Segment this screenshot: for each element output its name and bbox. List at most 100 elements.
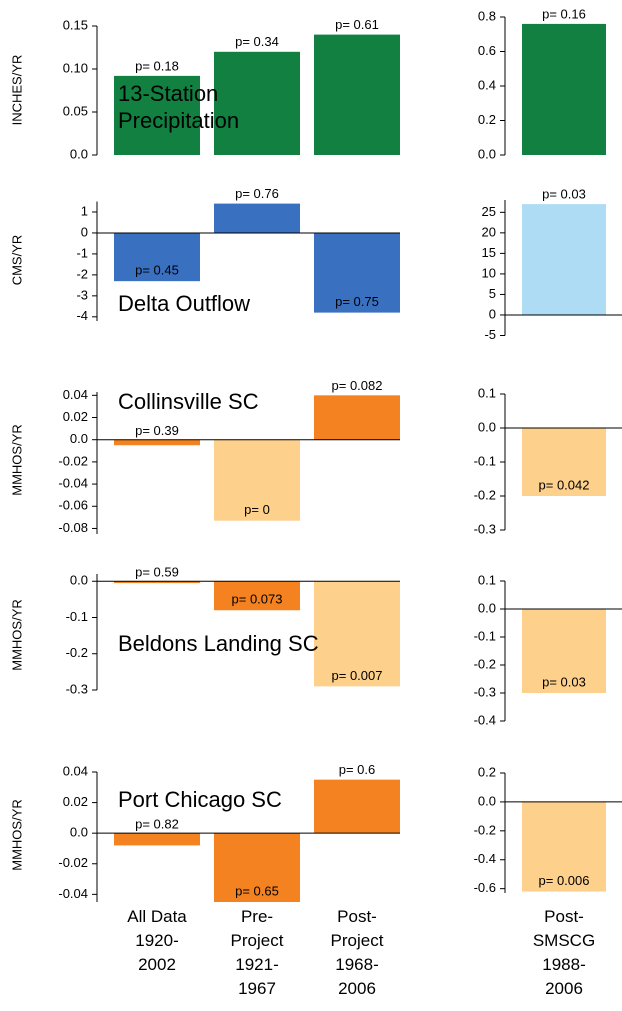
y-tick-label: 0.0 bbox=[478, 146, 496, 161]
bar bbox=[114, 581, 200, 584]
bar bbox=[114, 75, 200, 155]
y-tick-label: -0.3 bbox=[66, 681, 88, 696]
y-axis-label: INCHES/YR bbox=[9, 55, 24, 126]
p-value-label: p= 0.073 bbox=[232, 592, 283, 607]
panel-title: Beldons Landing SC bbox=[118, 631, 319, 656]
p-value-label: p= 0.45 bbox=[135, 263, 179, 278]
y-tick-label: -4 bbox=[76, 308, 88, 323]
p-value-label: p= 0.18 bbox=[135, 58, 179, 73]
p-value-label: p= 0.03 bbox=[542, 674, 586, 689]
y-tick-label: 0.1 bbox=[478, 572, 496, 587]
y-tick-label: 0.02 bbox=[63, 794, 88, 809]
p-value-label: p= 0.6 bbox=[339, 762, 376, 777]
x-tick-label: Post- Project 1968- 2006 bbox=[330, 907, 384, 998]
y-tick-label: 0.0 bbox=[478, 793, 496, 808]
y-tick-label: -3 bbox=[76, 287, 88, 302]
p-value-label: p= 0.82 bbox=[135, 817, 179, 832]
panel-title: Delta Outflow bbox=[118, 291, 251, 316]
y-tick-label: 0.10 bbox=[63, 60, 88, 75]
y-tick-label: 0.02 bbox=[63, 409, 88, 424]
bar bbox=[522, 204, 606, 315]
p-value-label: p= 0.007 bbox=[332, 668, 383, 683]
y-axis-label: MMHOS/YR bbox=[9, 424, 24, 496]
y-tick-label: -0.2 bbox=[66, 645, 88, 660]
bar bbox=[314, 779, 400, 834]
bar bbox=[314, 34, 400, 155]
y-tick-label: -0.3 bbox=[474, 684, 496, 699]
y-tick-label: 0.8 bbox=[478, 8, 496, 23]
bar bbox=[314, 232, 400, 313]
p-value-label: p= 0.006 bbox=[539, 873, 590, 888]
y-tick-label: 0.15 bbox=[63, 17, 88, 32]
y-tick-label: -0.2 bbox=[474, 656, 496, 671]
y-tick-label: -0.02 bbox=[58, 855, 88, 870]
bar bbox=[214, 439, 300, 521]
y-tick-label: -5 bbox=[484, 327, 496, 342]
p-value-label: p= 0.042 bbox=[539, 477, 590, 492]
y-tick-label: 0.0 bbox=[70, 146, 88, 161]
y-tick-label: 15 bbox=[482, 245, 496, 260]
y-tick-label: -0.6 bbox=[474, 880, 496, 895]
p-value-label: p= 0.03 bbox=[542, 187, 586, 202]
bar bbox=[522, 801, 606, 892]
y-axis-label: MMHOS/YR bbox=[9, 799, 24, 871]
panel-title: Collinsville SC bbox=[118, 389, 259, 414]
y-tick-label: 1 bbox=[81, 203, 88, 218]
y-tick-label: -0.4 bbox=[474, 851, 496, 866]
y-tick-label: 0.2 bbox=[478, 112, 496, 127]
y-tick-label: -0.2 bbox=[474, 487, 496, 502]
panel-title: Port Chicago SC bbox=[118, 787, 282, 812]
y-axis-label: MMHOS/YR bbox=[9, 599, 24, 671]
y-tick-label: 0 bbox=[489, 306, 496, 321]
y-tick-label: -0.06 bbox=[58, 498, 88, 513]
y-axis-label: CMS/YR bbox=[9, 235, 24, 286]
y-tick-label: -0.1 bbox=[66, 609, 88, 624]
y-tick-label: -0.04 bbox=[58, 886, 88, 901]
bar bbox=[214, 203, 300, 233]
y-tick-label: 0.0 bbox=[70, 431, 88, 446]
p-value-label: p= 0.39 bbox=[135, 423, 179, 438]
p-value-label: p= 0.75 bbox=[335, 294, 379, 309]
y-tick-label: 10 bbox=[482, 265, 496, 280]
y-tick-label: 0 bbox=[81, 224, 88, 239]
y-tick-label: -0.2 bbox=[474, 822, 496, 837]
p-value-label: p= 0.61 bbox=[335, 17, 379, 32]
y-tick-label: -0.02 bbox=[58, 453, 88, 468]
p-value-label: p= 0.34 bbox=[235, 34, 279, 49]
y-tick-label: 0.2 bbox=[478, 764, 496, 779]
y-tick-label: 0.4 bbox=[478, 77, 496, 92]
y-tick-label: 0.1 bbox=[478, 385, 496, 400]
y-tick-label: 20 bbox=[482, 224, 496, 239]
y-tick-label: 0.0 bbox=[70, 573, 88, 588]
y-tick-label: -0.3 bbox=[474, 521, 496, 536]
y-tick-label: -1 bbox=[76, 245, 88, 260]
bar bbox=[114, 833, 200, 846]
y-tick-label: 0.0 bbox=[478, 600, 496, 615]
p-value-label: p= 0.082 bbox=[332, 378, 383, 393]
y-tick-label: -2 bbox=[76, 266, 88, 281]
y-tick-label: 0.05 bbox=[63, 103, 88, 118]
bar bbox=[314, 395, 400, 440]
y-tick-label: 0.0 bbox=[70, 825, 88, 840]
y-tick-label: 0.6 bbox=[478, 43, 496, 58]
y-tick-label: 5 bbox=[489, 286, 496, 301]
p-value-label: p= 0.16 bbox=[542, 6, 586, 21]
y-tick-label: -0.08 bbox=[58, 520, 88, 535]
y-tick-label: -0.1 bbox=[474, 628, 496, 643]
panel-title: 13-Station Precipitation bbox=[118, 81, 240, 133]
y-tick-label: -0.4 bbox=[474, 712, 496, 727]
bar bbox=[214, 51, 300, 155]
bar bbox=[522, 428, 606, 496]
bar bbox=[522, 609, 606, 693]
y-tick-label: 0.04 bbox=[63, 387, 88, 402]
bar bbox=[114, 439, 200, 446]
x-tick-label: All Data 1920- 2002 bbox=[127, 907, 187, 974]
bar bbox=[214, 833, 300, 902]
x-tick-label: Pre- Project 1921- 1967 bbox=[230, 907, 284, 998]
y-tick-label: 25 bbox=[482, 204, 496, 219]
x-tick-label: Post- SMSCG 1988- 2006 bbox=[532, 907, 596, 998]
bar bbox=[314, 581, 400, 687]
y-tick-label: -0.04 bbox=[58, 476, 88, 491]
